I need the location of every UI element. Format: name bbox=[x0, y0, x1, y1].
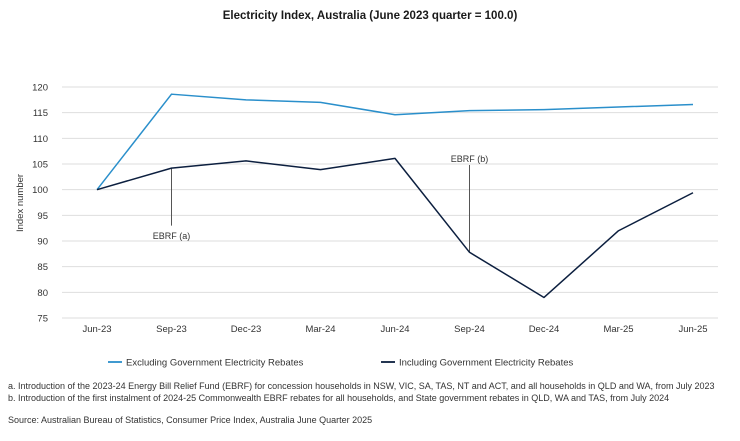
series-line-excluding-rebates bbox=[96, 93, 694, 191]
y-tick-label: 85 bbox=[37, 262, 48, 273]
annotation-label: EBRF (a) bbox=[153, 231, 191, 241]
x-tick-label: Mar-24 bbox=[305, 324, 335, 335]
y-tick-label: 75 bbox=[37, 314, 48, 325]
y-tick-label: 115 bbox=[33, 108, 48, 119]
y-tick-label: 80 bbox=[37, 288, 48, 299]
legend-label: Excluding Government Electricity Rebates bbox=[126, 358, 304, 369]
y-tick-label: 90 bbox=[37, 237, 48, 248]
footnote-a: a. Introduction of the 2023-24 Energy Bi… bbox=[8, 381, 715, 391]
x-tick-label: Dec-24 bbox=[529, 324, 560, 335]
source-note: Source: Australian Bureau of Statistics,… bbox=[8, 415, 373, 425]
y-tick-label: 105 bbox=[32, 160, 48, 171]
series-lines bbox=[96, 93, 694, 299]
chart-notes: a. Introduction of the 2023-24 Energy Bi… bbox=[8, 380, 733, 426]
series-line-including-rebates bbox=[96, 157, 694, 299]
chart-title: Electricity Index, Australia (June 2023 … bbox=[223, 10, 518, 22]
footnote-b: b. Introduction of the first instalment … bbox=[8, 393, 670, 403]
x-axis-ticks: Jun-23 Sep-23 Dec-23 Mar-24 Jun-24 Sep-24 Dec-… bbox=[82, 324, 707, 335]
x-tick-label: Sep-24 bbox=[454, 324, 485, 335]
y-tick-label: 100 bbox=[32, 185, 48, 196]
x-tick-label: Jun-24 bbox=[380, 324, 409, 335]
x-tick-label: Jun-25 bbox=[678, 324, 707, 335]
y-axis-label: Index number bbox=[15, 174, 26, 232]
annotation-label: EBRF (b) bbox=[451, 154, 489, 164]
x-tick-label: Jun-23 bbox=[82, 324, 111, 335]
gridlines bbox=[62, 86, 718, 319]
x-tick-label: Sep-23 bbox=[156, 324, 187, 335]
y-tick-label: 120 bbox=[32, 83, 48, 94]
annotations: EBRF (a) EBRF (b) bbox=[153, 154, 489, 253]
y-tick-label: 95 bbox=[37, 211, 48, 222]
x-tick-label: Dec-23 bbox=[231, 324, 262, 335]
legend-label: Including Government Electricity Rebates bbox=[399, 358, 573, 369]
y-axis-ticks: 75 80 85 90 95 100 105 110 115 120 bbox=[32, 83, 48, 325]
legend: Excluding Government Electricity Rebates… bbox=[108, 358, 573, 369]
x-tick-label: Mar-25 bbox=[603, 324, 633, 335]
y-tick-label: 110 bbox=[33, 134, 48, 145]
